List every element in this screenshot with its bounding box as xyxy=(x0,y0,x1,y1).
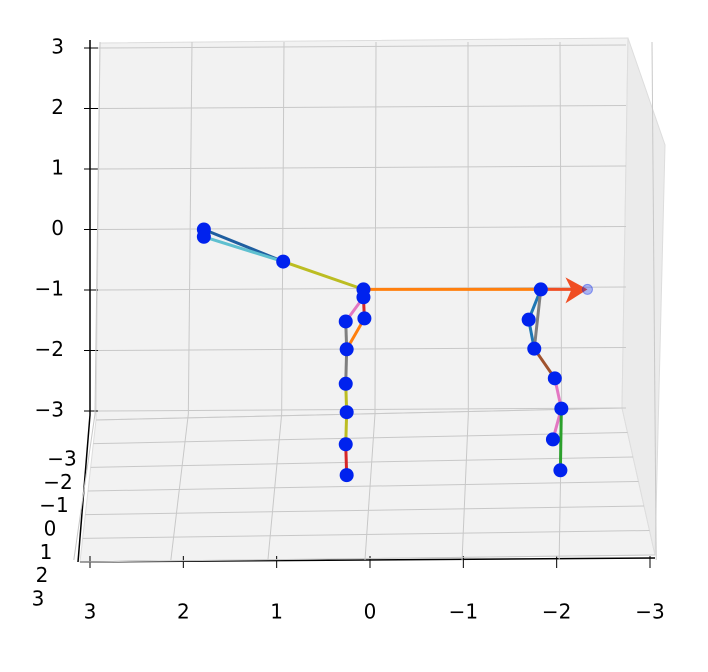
grid-line xyxy=(96,44,627,49)
joint xyxy=(547,371,562,386)
grid-line xyxy=(281,41,285,415)
grid-line xyxy=(651,41,656,415)
joint xyxy=(554,401,569,416)
x-tick-label: 1 xyxy=(270,600,283,624)
joint xyxy=(527,341,542,356)
joint xyxy=(356,290,371,305)
grid-line xyxy=(90,456,634,468)
grid-line xyxy=(170,413,189,561)
floor-pane xyxy=(79,407,656,563)
grid-line xyxy=(187,41,193,415)
grid-line xyxy=(87,481,639,492)
joint xyxy=(338,376,353,391)
grid-line xyxy=(93,432,628,445)
bone xyxy=(203,235,284,263)
z-tick-label: 2 xyxy=(51,95,64,119)
bone xyxy=(282,260,364,291)
grid-line xyxy=(96,226,627,230)
x-tick-label: −1 xyxy=(449,600,478,624)
x-tick-label: −2 xyxy=(542,600,571,624)
z-tick-label: 3 xyxy=(51,35,64,59)
x-tick-label: −3 xyxy=(635,600,664,624)
arrow-head xyxy=(565,277,588,304)
grid-line xyxy=(461,413,469,561)
y-tick-label: 1 xyxy=(40,540,53,564)
grid-line xyxy=(82,530,650,539)
y-tick-label: −1 xyxy=(39,493,68,517)
grid-line xyxy=(79,554,656,563)
y-tick-label: 2 xyxy=(36,563,49,587)
z-tick-label: 0 xyxy=(51,216,64,240)
y-tick-label: −2 xyxy=(43,470,72,494)
y-tick-label: 3 xyxy=(32,587,45,611)
x-tick-label: 2 xyxy=(177,600,190,624)
grid-line xyxy=(96,105,627,109)
x-tick-label: 0 xyxy=(364,600,377,624)
y-tick-label: −3 xyxy=(47,447,76,471)
grid-line xyxy=(95,407,623,421)
joint xyxy=(276,254,291,269)
grid-line xyxy=(85,505,645,516)
grid-line xyxy=(374,41,377,415)
joint xyxy=(553,463,568,478)
grid-line xyxy=(654,413,657,561)
x-tick-label: 3 xyxy=(84,600,97,624)
y-tick-label: 0 xyxy=(44,517,57,541)
grid-line xyxy=(96,165,627,170)
joint xyxy=(196,229,211,244)
joint xyxy=(533,282,548,297)
z-tick-label: −3 xyxy=(35,398,64,422)
joint xyxy=(545,432,560,447)
joint xyxy=(338,314,353,329)
joint xyxy=(521,312,536,327)
z-tick-label: −1 xyxy=(35,277,64,301)
joint xyxy=(357,311,372,326)
grid-line xyxy=(364,413,376,561)
joint xyxy=(338,437,353,452)
grid-line xyxy=(96,407,627,412)
joint xyxy=(339,405,354,420)
grid-line xyxy=(94,41,101,415)
z-tick-label: −2 xyxy=(35,337,64,361)
grid-line xyxy=(73,413,96,561)
z-tick-label: 1 xyxy=(51,156,64,180)
bone xyxy=(558,408,563,471)
grid-line xyxy=(559,41,563,415)
joint xyxy=(339,342,354,357)
bone xyxy=(532,289,543,349)
arrow-end xyxy=(581,283,593,295)
joint xyxy=(339,468,354,483)
